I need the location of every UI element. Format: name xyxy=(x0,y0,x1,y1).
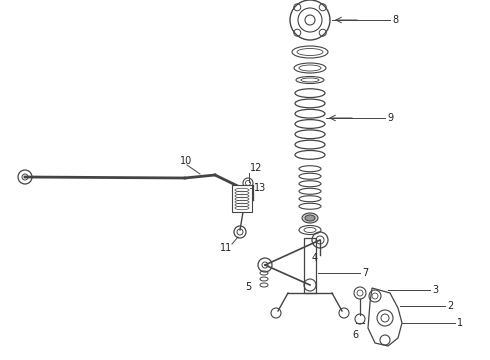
Polygon shape xyxy=(368,288,402,346)
Text: 11: 11 xyxy=(220,243,232,253)
Text: 9: 9 xyxy=(387,113,393,123)
Text: 10: 10 xyxy=(180,156,192,166)
Text: 3: 3 xyxy=(432,285,438,295)
Text: 1: 1 xyxy=(457,318,463,328)
Text: 12: 12 xyxy=(250,163,262,173)
Bar xyxy=(232,185,252,212)
Text: 2: 2 xyxy=(447,301,453,311)
Text: 8: 8 xyxy=(392,15,398,25)
Text: 5: 5 xyxy=(245,282,251,292)
Text: 6: 6 xyxy=(352,330,358,340)
Text: 13: 13 xyxy=(254,183,266,193)
Bar xyxy=(304,238,316,293)
Ellipse shape xyxy=(305,215,315,221)
Ellipse shape xyxy=(302,213,318,223)
Text: 4: 4 xyxy=(312,253,318,263)
Text: 7: 7 xyxy=(362,268,368,278)
